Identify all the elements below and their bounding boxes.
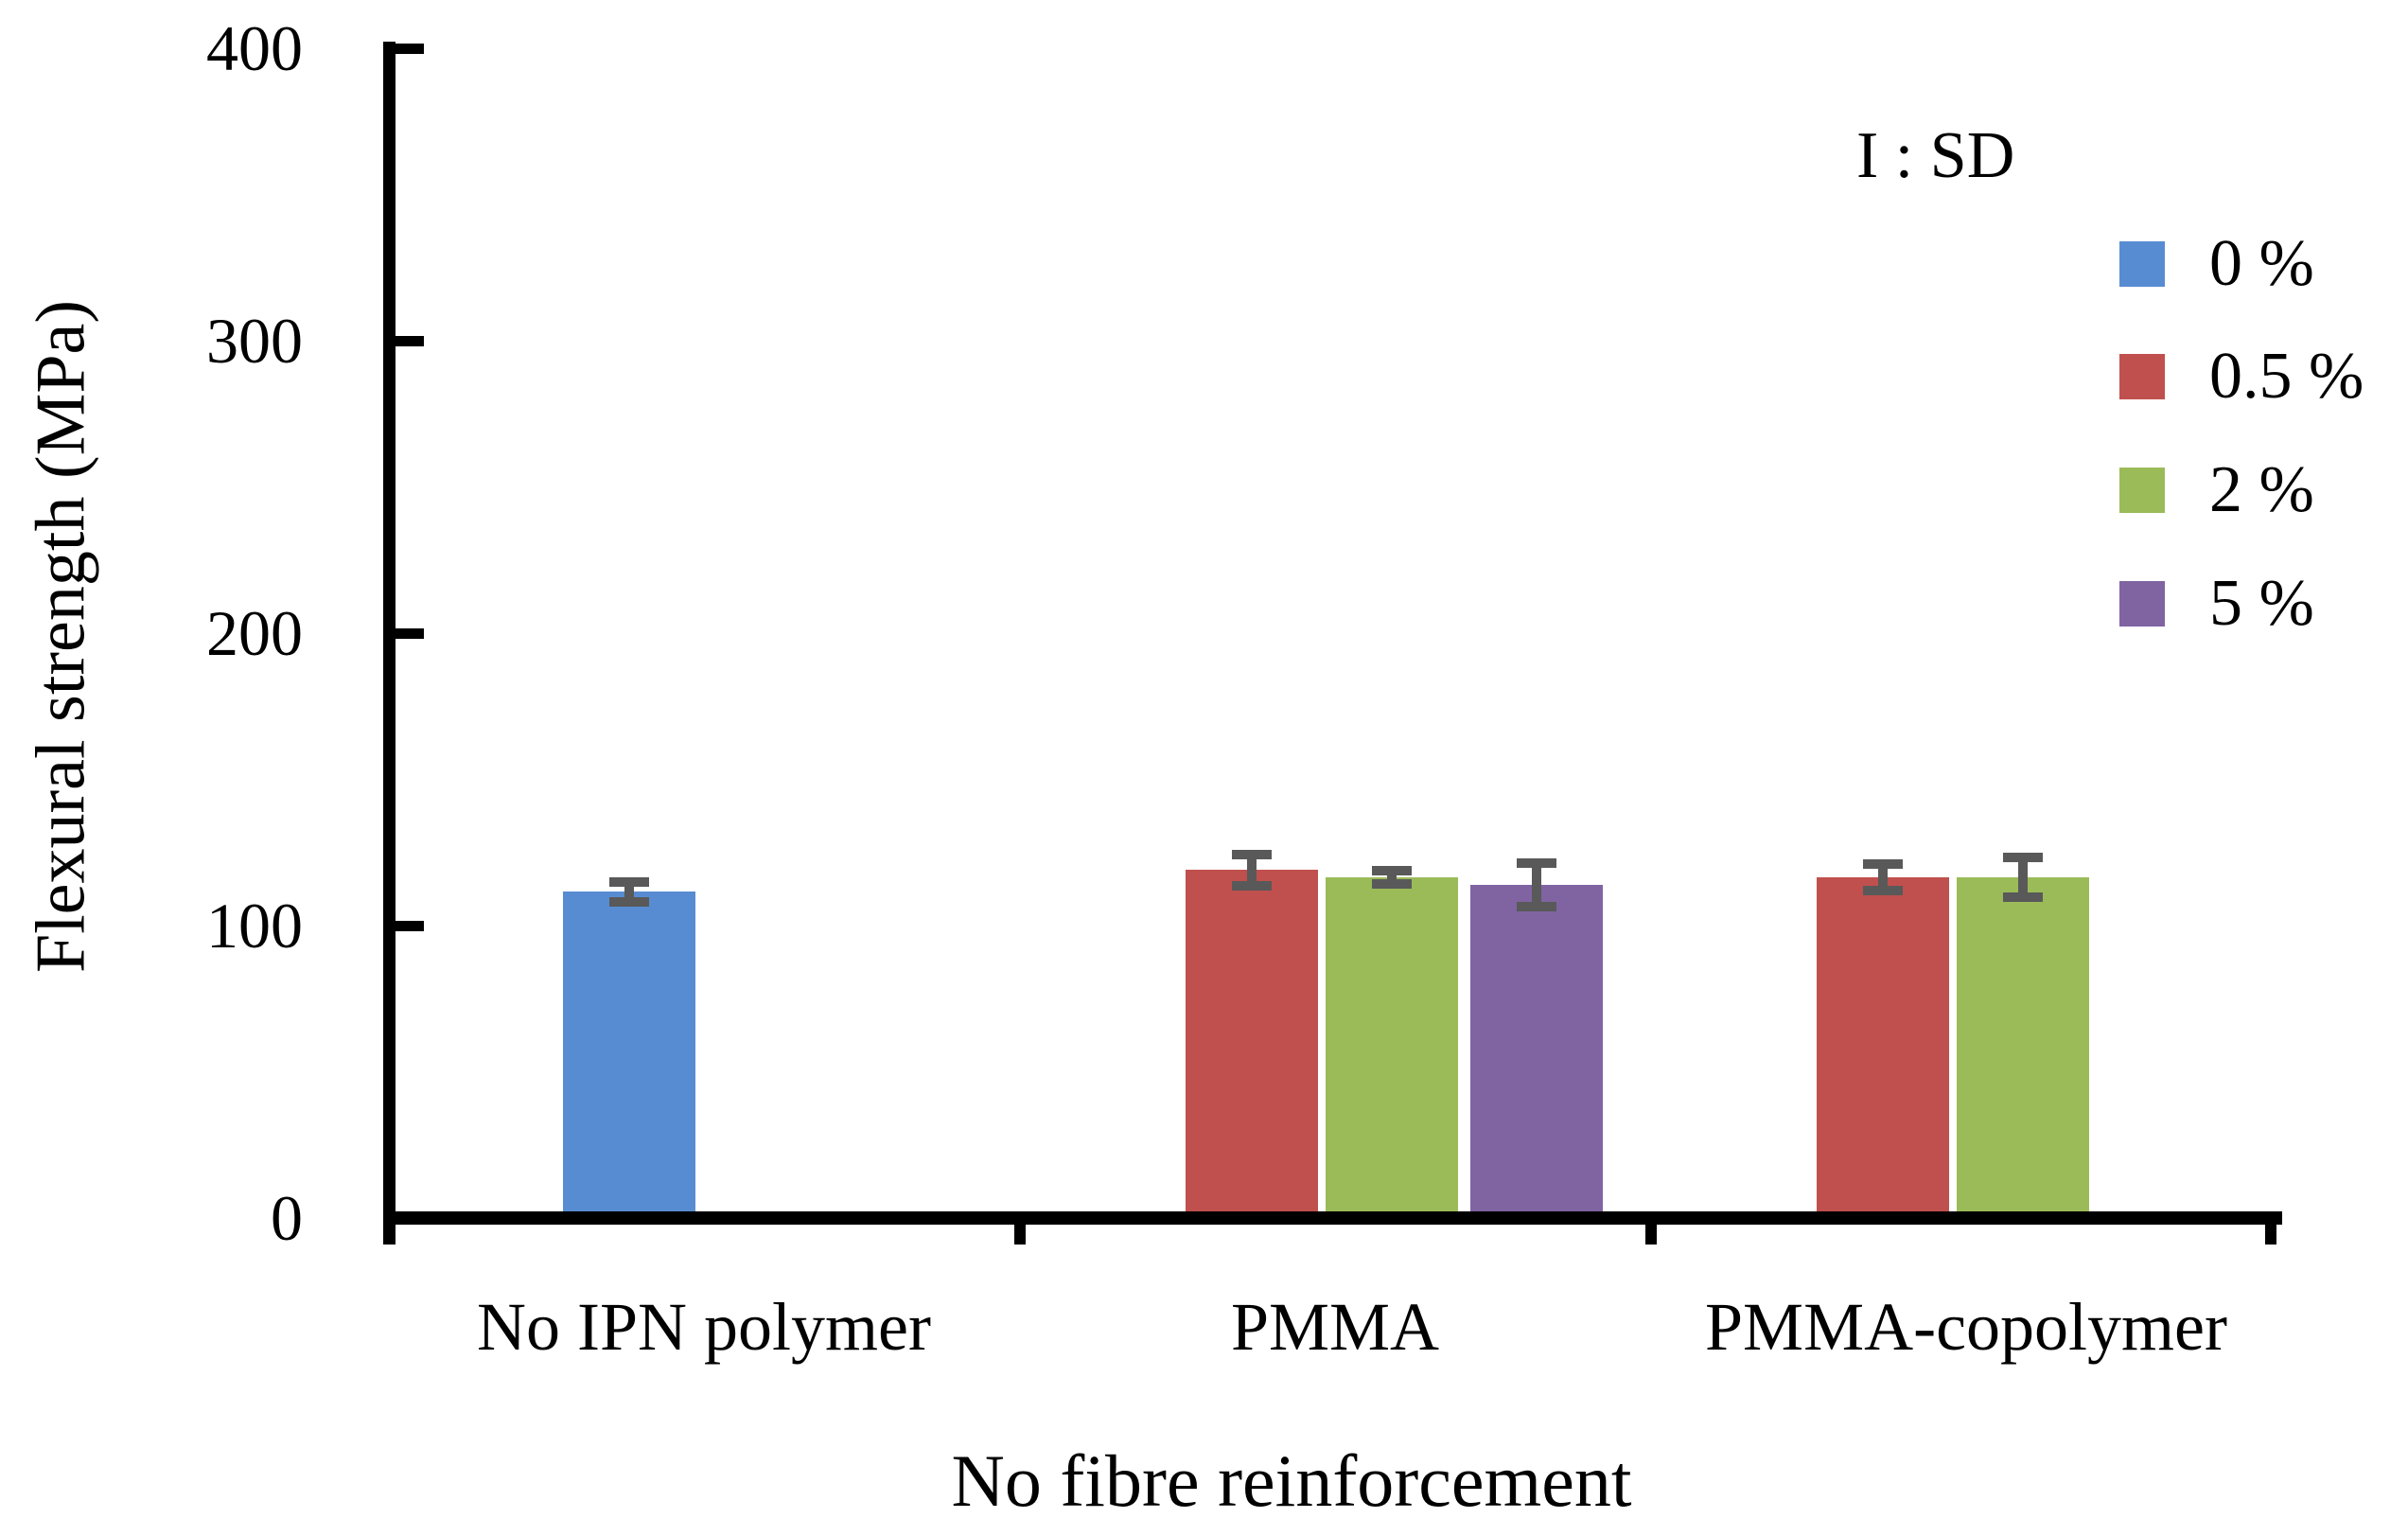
bar-pmma-0.5 [1186, 870, 1318, 1211]
error-bar [2003, 852, 2043, 903]
x-tick-mark [1014, 1218, 1026, 1245]
bar-pmma-copolymer-2 [1957, 877, 2089, 1211]
error-bar-cap-bottom [609, 896, 649, 907]
error-bar-stem [624, 877, 634, 907]
legend-swatch-icon [2119, 241, 2165, 287]
error-bar-stem [1247, 849, 1257, 891]
category-label: No IPN polymer [477, 1289, 931, 1365]
x-axis-line [383, 1211, 2282, 1225]
y-tick-mark [395, 336, 424, 346]
error-bar-cap-top [2003, 852, 2043, 862]
error-bar-stem [1878, 859, 1888, 895]
y-tick-label: 300 [206, 305, 303, 377]
error-bar-cap-top [609, 877, 649, 887]
legend-swatch-icon [2119, 581, 2165, 627]
legend-title: I : SD [1856, 119, 2015, 192]
legend-label: 5 % [2209, 567, 2314, 640]
error-bar-cap-bottom [1232, 880, 1272, 891]
x-tick-mark [1645, 1218, 1657, 1245]
error-bar-cap-top [1863, 859, 1903, 870]
x-tick-mark [2265, 1218, 2276, 1245]
error-bar-stem [1532, 857, 1541, 911]
legend-swatch-icon [2119, 354, 2165, 399]
y-tick-label: 400 [206, 12, 303, 84]
error-bar [1372, 865, 1412, 890]
bar-pmma-copolymer-0.5 [1817, 877, 1949, 1211]
legend-swatch-icon [2119, 468, 2165, 513]
error-bar-cap-bottom [1372, 879, 1412, 890]
error-bar-cap-bottom [1517, 901, 1556, 911]
category-label: PMMA [1230, 1289, 1440, 1365]
y-tick-mark [395, 44, 424, 54]
error-bar [1863, 859, 1903, 895]
error-bar [1517, 857, 1556, 911]
error-bar [609, 877, 649, 907]
error-bar-cap-top [1372, 865, 1412, 875]
error-bar-stem [2018, 852, 2028, 903]
y-axis-line [383, 42, 395, 1245]
category-label: PMMA-copolymer [1705, 1289, 2227, 1365]
y-tick-label: 100 [206, 890, 303, 962]
y-tick-label: 0 [271, 1182, 303, 1254]
error-bar [1232, 849, 1272, 891]
y-tick-label: 200 [206, 597, 303, 669]
bar-no-ipn-polymer-0 [563, 892, 695, 1211]
legend-label: 2 % [2209, 453, 2314, 526]
legend-label: 0 % [2209, 227, 2314, 300]
error-bar-stem [1387, 865, 1397, 890]
y-tick-mark [395, 628, 424, 639]
y-tick-mark [395, 921, 424, 931]
legend-label: 0.5 % [2209, 340, 2364, 413]
error-bar-cap-bottom [1863, 885, 1903, 895]
error-bar-cap-top [1232, 849, 1272, 859]
x-axis-title: No fibre reinforcement [951, 1439, 1632, 1522]
bar-pmma-5 [1470, 884, 1603, 1211]
error-bar-cap-bottom [2003, 892, 2043, 903]
error-bar-cap-top [1517, 857, 1556, 868]
bar-pmma-2 [1326, 877, 1458, 1211]
